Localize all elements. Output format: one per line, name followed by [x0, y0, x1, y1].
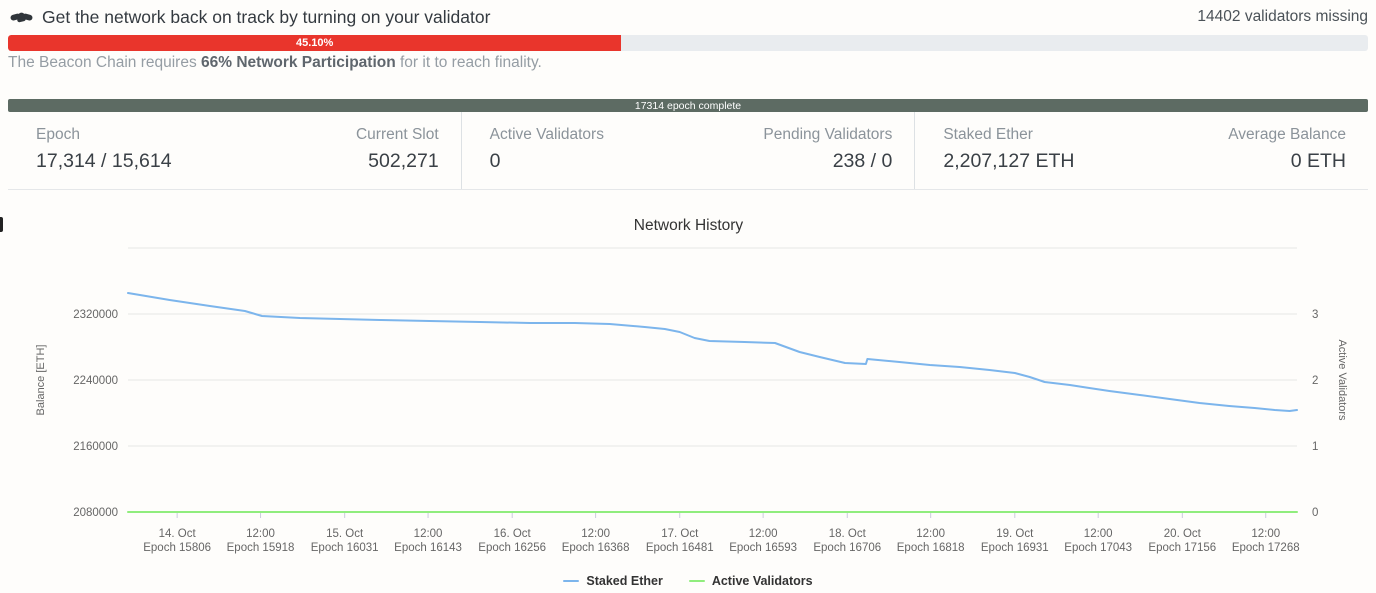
- stat-current-slot: Current Slot 502,271: [356, 124, 439, 189]
- active-validators-legend-dash-icon: [688, 579, 705, 583]
- x-tick-date-label: 12:00: [1251, 528, 1280, 540]
- stat-staked-ether: Staked Ether 2,207,127 ETH: [943, 124, 1074, 189]
- x-tick-epoch-label: Epoch 17268: [1232, 542, 1300, 554]
- handshake-icon: [10, 8, 33, 26]
- legend-item-active-validators[interactable]: Active Validators: [688, 574, 813, 588]
- stat-active-validators-value: 0: [489, 150, 501, 172]
- stat-staked-ether-value: 2,207,127 ETH: [943, 150, 1075, 172]
- stat-group-epoch-slot: Epoch 17,314 / 15,614 Current Slot 502,2…: [8, 112, 461, 189]
- network-history-chart: Network History2080000216000022400002320…: [35, 217, 1348, 554]
- y-left-tick-label: 2160000: [73, 441, 118, 453]
- y-left-tick-label: 2080000: [73, 507, 118, 519]
- x-tick-epoch-label: Epoch 16593: [729, 542, 797, 554]
- y-right-tick-label: 3: [1312, 309, 1318, 321]
- epoch-progress-label: 17314 epoch complete: [634, 99, 742, 112]
- x-tick-epoch-label: Epoch 15806: [143, 542, 211, 554]
- x-tick-date-label: 18. Oct: [829, 528, 867, 540]
- finality-note-prefix: The Beacon Chain requires: [8, 54, 202, 71]
- stat-staked-ether-label: Staked Ether: [943, 126, 1033, 143]
- staked-ether-line: [127, 292, 1298, 412]
- x-tick-epoch-label: Epoch 16818: [897, 542, 965, 554]
- stat-current-slot-value: 502,271: [368, 150, 439, 172]
- stat-epoch: Epoch 17,314 / 15,614: [36, 124, 172, 189]
- x-tick-epoch-label: Epoch 16031: [311, 542, 379, 554]
- x-tick-date-label: 20. Oct: [1164, 528, 1202, 540]
- stat-pending-validators: Pending Validators 238 / 0: [763, 124, 892, 189]
- finality-note-bold: 66% Network Participation: [201, 54, 396, 71]
- x-tick-date-label: 12:00: [246, 528, 275, 540]
- y-right-tick-label: 0: [1312, 507, 1318, 519]
- participation-progress-track: 45.10%: [8, 35, 1368, 51]
- x-tick-date-label: 12:00: [581, 528, 610, 540]
- x-tick-date-label: 16. Oct: [494, 528, 532, 540]
- stat-average-balance-value: 0 ETH: [1290, 150, 1347, 172]
- stat-pending-validators-label: Pending Validators: [763, 126, 893, 143]
- stats-strip: Epoch 17,314 / 15,614 Current Slot 502,2…: [8, 112, 1368, 190]
- y-right-tick-label: 1: [1312, 441, 1318, 453]
- x-tick-date-label: 17. Oct: [661, 528, 699, 540]
- participation-progress-fill: 45.10%: [8, 35, 622, 51]
- legend-item-staked-ether[interactable]: Staked Ether: [563, 574, 663, 588]
- stat-average-balance-label: Average Balance: [1228, 126, 1347, 143]
- alert-header: Get the network back on track by turning…: [10, 4, 1368, 30]
- chart-legend: Staked Ether Active Validators: [0, 571, 1376, 591]
- y-left-axis-title: Balance [ETH]: [35, 345, 47, 416]
- y-left-tick-label: 2240000: [73, 375, 118, 387]
- chart-title: Network History: [634, 217, 744, 234]
- stat-average-balance: Average Balance 0 ETH: [1228, 124, 1346, 189]
- x-tick-date-label: 14. Oct: [159, 528, 197, 540]
- finality-note: The Beacon Chain requires 66% Network Pa…: [8, 54, 542, 72]
- staked-ether-legend-dash-icon: [563, 579, 580, 583]
- y-left-tick-label: 2320000: [73, 309, 118, 321]
- epoch-progress-bar: 17314 epoch complete: [8, 99, 1368, 112]
- x-tick-epoch-label: Epoch 16931: [981, 542, 1049, 554]
- x-tick-epoch-label: Epoch 16368: [562, 542, 630, 554]
- x-tick-epoch-label: Epoch 17043: [1064, 542, 1132, 554]
- x-tick-epoch-label: Epoch 16143: [394, 542, 462, 554]
- stat-active-validators-label: Active Validators: [489, 126, 604, 143]
- y-right-axis-title: Active Validators: [1336, 339, 1348, 421]
- x-tick-date-label: 12:00: [1084, 528, 1113, 540]
- staked-ether-legend-label: Staked Ether: [586, 574, 663, 588]
- x-tick-date-label: 19. Oct: [996, 528, 1034, 540]
- x-tick-epoch-label: Epoch 15918: [227, 542, 295, 554]
- participation-percent-label: 45.10%: [296, 37, 334, 49]
- x-tick-epoch-label: Epoch 17156: [1148, 542, 1216, 554]
- left-edge-mark: [0, 217, 3, 232]
- stat-group-ether: Staked Ether 2,207,127 ETH Average Balan…: [914, 112, 1368, 189]
- stat-active-validators: Active Validators 0: [490, 124, 604, 189]
- x-tick-date-label: 12:00: [916, 528, 945, 540]
- stat-epoch-value: 17,314 / 15,614: [36, 150, 172, 172]
- stat-current-slot-label: Current Slot: [355, 126, 439, 143]
- finality-note-suffix: for it to reach finality.: [395, 54, 542, 71]
- y-right-tick-label: 2: [1312, 375, 1318, 387]
- x-tick-date-label: 15. Oct: [326, 528, 364, 540]
- x-tick-date-label: 12:00: [414, 528, 443, 540]
- x-tick-date-label: 12:00: [749, 528, 778, 540]
- x-tick-epoch-label: Epoch 16706: [813, 542, 881, 554]
- stat-group-validators: Active Validators 0 Pending Validators 2…: [460, 112, 915, 189]
- x-tick-epoch-label: Epoch 16256: [478, 542, 546, 554]
- active-validators-legend-label: Active Validators: [711, 574, 813, 588]
- validators-missing-count: 14402 validators missing: [1197, 8, 1368, 25]
- stat-pending-validators-value: 238 / 0: [832, 150, 893, 172]
- stat-epoch-label: Epoch: [36, 126, 80, 143]
- x-tick-epoch-label: Epoch 16481: [646, 542, 714, 554]
- alert-title: Get the network back on track by turning…: [42, 6, 491, 27]
